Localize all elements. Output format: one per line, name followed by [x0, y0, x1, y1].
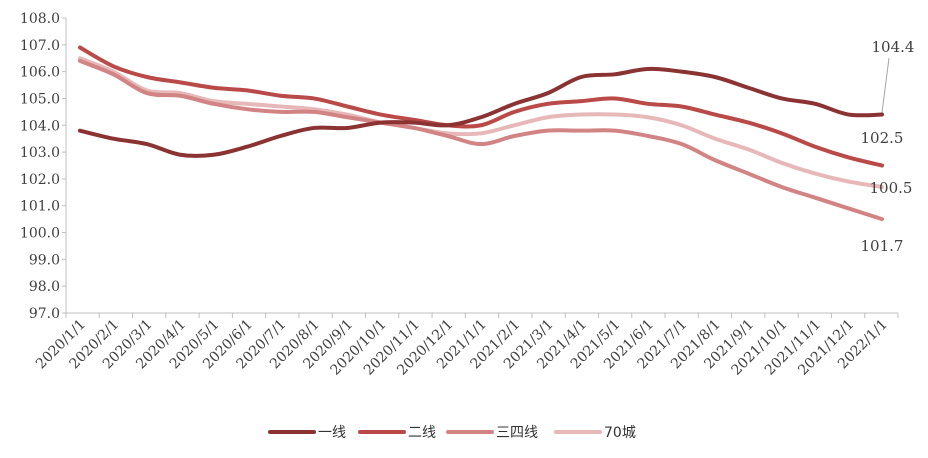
legend-label: 三四线: [496, 425, 538, 441]
y-tick-label: 101.0: [20, 199, 60, 215]
series-line-2: [78, 45, 884, 168]
legend-label: 一线: [318, 425, 346, 441]
series-line-3: [78, 58, 884, 222]
y-tick-label: 107.0: [20, 38, 60, 54]
y-tick-label: 100.0: [20, 226, 60, 242]
y-tick-label: 102.0: [20, 172, 60, 188]
x-tick-labels: 2020/1/12020/2/12020/3/12020/4/12020/5/1…: [33, 317, 891, 379]
series-lines: [78, 45, 884, 222]
y-tick-label: 105.0: [20, 91, 60, 107]
y-tick-label: 98.0: [29, 279, 60, 295]
end-value-label: 102.5: [861, 129, 904, 147]
series-line-1: [78, 66, 884, 158]
y-tick-label: 108.0: [20, 11, 60, 27]
end-value-label: 104.4: [872, 38, 915, 56]
axes: [62, 17, 899, 318]
y-tick-label: 97.0: [29, 306, 60, 322]
y-tick-label: 104.0: [20, 118, 60, 134]
y-tick-label: 103.0: [20, 145, 60, 161]
end-value-label: 101.7: [861, 237, 904, 255]
legend-label: 二线: [408, 425, 436, 441]
y-tick-label: 99.0: [29, 252, 60, 268]
end-label-leader: [881, 57, 890, 113]
end-value-labels: 104.4 102.5 100.5 101.7: [861, 38, 915, 255]
end-value-label: 100.5: [870, 179, 913, 197]
legend-label: 70城: [604, 425, 636, 441]
series-line-4: [78, 56, 884, 189]
y-tick-label: 106.0: [20, 65, 60, 81]
legend: 一线 二线 三四线 70城: [268, 425, 636, 441]
y-tick-labels: 97.0 98.0 99.0 100.0 101.0 102.0 103.0 104.0 105…: [20, 11, 60, 322]
